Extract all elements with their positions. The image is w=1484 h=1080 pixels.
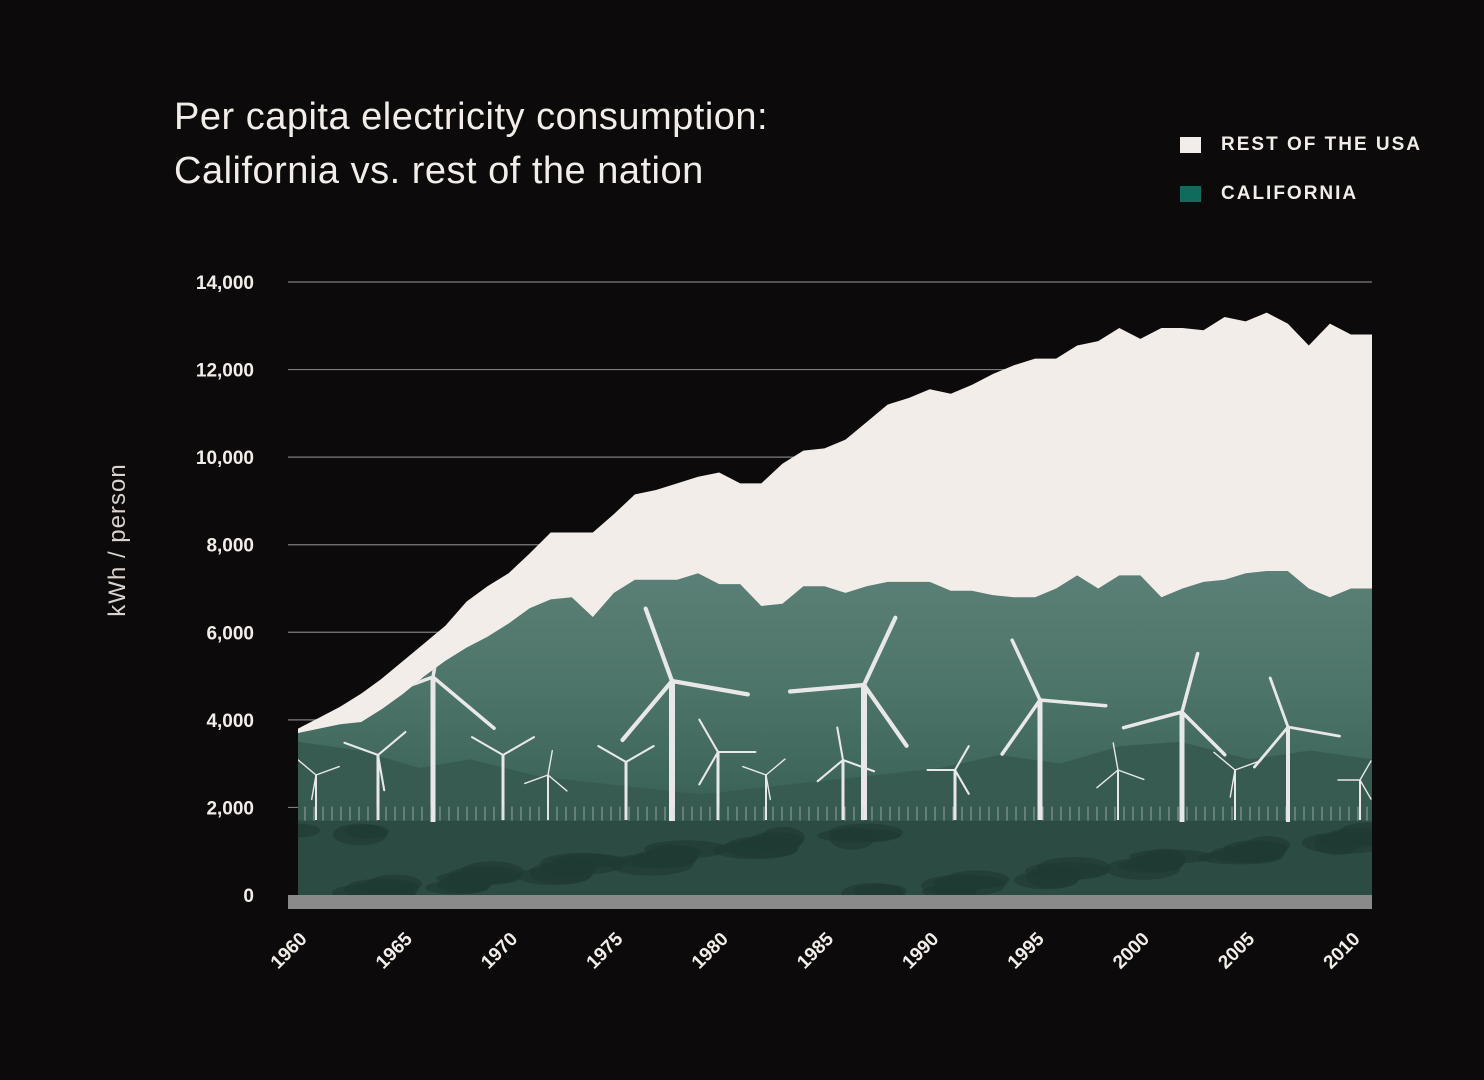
y-tick-label-4000: 4,000 bbox=[206, 711, 254, 732]
shrub bbox=[830, 827, 874, 850]
y-tick-label-8000: 8,000 bbox=[206, 536, 254, 557]
x-tick-label-2010: 2010 bbox=[1320, 929, 1365, 974]
legend-item-rest-of-usa: REST OF THE USA bbox=[1180, 120, 1422, 169]
shrub bbox=[841, 882, 905, 895]
x-tick-label-2000: 2000 bbox=[1109, 929, 1154, 974]
x-tick-label-1990: 1990 bbox=[899, 929, 944, 974]
x-tick-label-1980: 1980 bbox=[688, 929, 733, 974]
legend: REST OF THE USA CALIFORNIA bbox=[1180, 120, 1422, 218]
wind-turbine bbox=[926, 745, 970, 820]
wind-turbine bbox=[1000, 638, 1108, 820]
wind-turbine bbox=[1121, 651, 1227, 822]
x-tick-label-1995: 1995 bbox=[1004, 928, 1049, 973]
wind-turbine bbox=[620, 606, 750, 821]
y-tick-label-10000: 10,000 bbox=[196, 448, 254, 469]
y-axis-ticks: 0 2,000 4,000 6,000 8,000 10,000 12,000 14,000 bbox=[196, 273, 254, 907]
legend-item-california: CALIFORNIA bbox=[1180, 169, 1422, 218]
y-tick-label-0: 0 bbox=[243, 886, 254, 907]
chart-title-line-1: Per capita electricity consumption: bbox=[174, 96, 769, 138]
shrub bbox=[1014, 871, 1078, 890]
wind-turbine bbox=[1096, 742, 1145, 820]
wind-turbine bbox=[298, 758, 340, 820]
y-tick-label-14000: 14,000 bbox=[196, 273, 254, 294]
chart-title-line-2: California vs. rest of the nation bbox=[174, 150, 704, 192]
x-tick-label-1965: 1965 bbox=[372, 928, 417, 973]
shrub bbox=[609, 853, 693, 876]
legend-label-rest-of-usa: REST OF THE USA bbox=[1221, 133, 1423, 155]
shrub bbox=[333, 823, 387, 846]
shrub bbox=[425, 880, 489, 895]
shrub bbox=[298, 823, 320, 838]
y-tick-label-12000: 12,000 bbox=[196, 361, 254, 382]
wind-turbine bbox=[742, 758, 786, 820]
shrub bbox=[713, 841, 797, 860]
x-tick-label-2005: 2005 bbox=[1214, 928, 1259, 973]
wind-turbine bbox=[787, 615, 909, 820]
legend-swatch-california bbox=[1180, 185, 1201, 202]
wind-turbine-imagery bbox=[298, 596, 1372, 895]
wind-turbine bbox=[1213, 751, 1262, 820]
wind-turbine bbox=[1337, 760, 1372, 820]
y-tick-label-2000: 2,000 bbox=[206, 798, 254, 819]
shrub bbox=[517, 867, 591, 886]
x-tick-label-1975: 1975 bbox=[583, 928, 628, 973]
shrub bbox=[332, 883, 416, 895]
shrub bbox=[1198, 850, 1282, 865]
wind-turbine bbox=[698, 718, 757, 820]
legend-label-california: CALIFORNIA bbox=[1221, 182, 1359, 204]
shrub bbox=[1315, 836, 1359, 855]
legend-swatch-rest-of-usa bbox=[1180, 136, 1201, 153]
x-tick-label-1970: 1970 bbox=[477, 929, 522, 974]
x-tick-label-1985: 1985 bbox=[793, 928, 838, 973]
chart-title: Per capita electricity consumption: Cali… bbox=[174, 90, 768, 198]
shrub bbox=[922, 884, 976, 895]
shrub bbox=[1106, 857, 1180, 880]
y-tick-label-6000: 6,000 bbox=[206, 623, 254, 644]
wind-turbine bbox=[597, 744, 655, 820]
wind-turbine bbox=[343, 730, 407, 820]
x-axis-ticks: 1960 1965 1970 1975 1980 1985 1990 1995 2000 2005… bbox=[267, 928, 1365, 973]
wind-turbine bbox=[816, 726, 876, 820]
x-tick-label-1960: 1960 bbox=[267, 929, 312, 974]
x-axis-baseline bbox=[288, 895, 1372, 909]
